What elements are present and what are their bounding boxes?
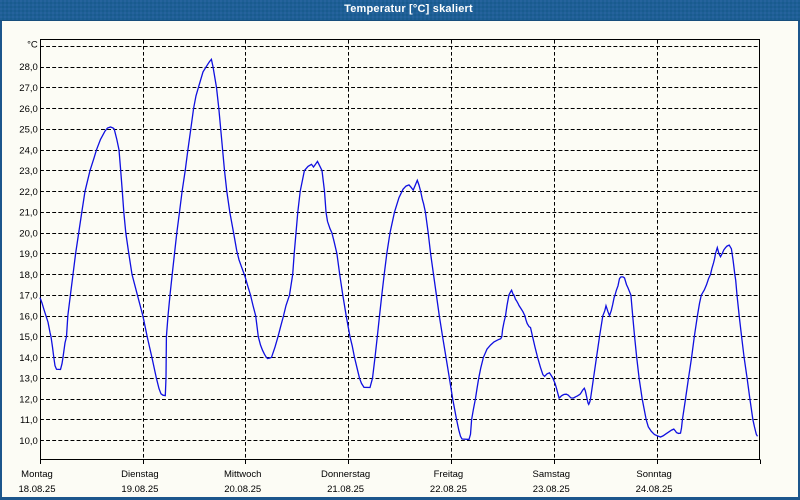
- svg-text:11,0: 11,0: [20, 415, 38, 426]
- svg-text:23.08.25: 23.08.25: [533, 484, 570, 495]
- svg-text:26,0: 26,0: [19, 104, 38, 115]
- svg-text:25,0: 25,0: [19, 125, 38, 136]
- svg-text:13,0: 13,0: [19, 374, 38, 385]
- svg-text:Donnerstag: Donnerstag: [321, 469, 370, 480]
- svg-text:°C: °C: [27, 40, 38, 51]
- svg-text:21.08.25: 21.08.25: [327, 484, 364, 495]
- svg-text:Mittwoch: Mittwoch: [224, 469, 261, 480]
- svg-text:27,0: 27,0: [19, 83, 38, 94]
- svg-text:14,0: 14,0: [19, 353, 38, 364]
- svg-text:20,0: 20,0: [19, 228, 38, 239]
- svg-text:16,0: 16,0: [19, 311, 38, 322]
- svg-text:12,0: 12,0: [19, 395, 38, 406]
- svg-text:Dienstag: Dienstag: [121, 469, 159, 480]
- svg-text:23,0: 23,0: [19, 166, 38, 177]
- svg-text:21,0: 21,0: [19, 208, 38, 219]
- svg-text:Sonntag: Sonntag: [636, 469, 671, 480]
- svg-text:22.08.25: 22.08.25: [430, 484, 467, 495]
- svg-text:20.08.25: 20.08.25: [224, 484, 261, 495]
- svg-text:22,0: 22,0: [19, 187, 38, 198]
- svg-text:28,0: 28,0: [19, 62, 38, 73]
- svg-text:19,0: 19,0: [19, 249, 38, 260]
- svg-text:Montag: Montag: [21, 469, 53, 480]
- svg-text:18,0: 18,0: [19, 270, 38, 281]
- svg-text:24,0: 24,0: [19, 145, 38, 156]
- svg-text:Samstag: Samstag: [533, 469, 571, 480]
- svg-text:24.08.25: 24.08.25: [636, 484, 673, 495]
- svg-text:19.08.25: 19.08.25: [121, 484, 158, 495]
- svg-text:18.08.25: 18.08.25: [19, 484, 56, 495]
- svg-text:17,0: 17,0: [19, 291, 38, 302]
- svg-text:15,0: 15,0: [19, 332, 38, 343]
- svg-text:Freitag: Freitag: [434, 469, 464, 480]
- svg-text:10,0: 10,0: [19, 436, 38, 447]
